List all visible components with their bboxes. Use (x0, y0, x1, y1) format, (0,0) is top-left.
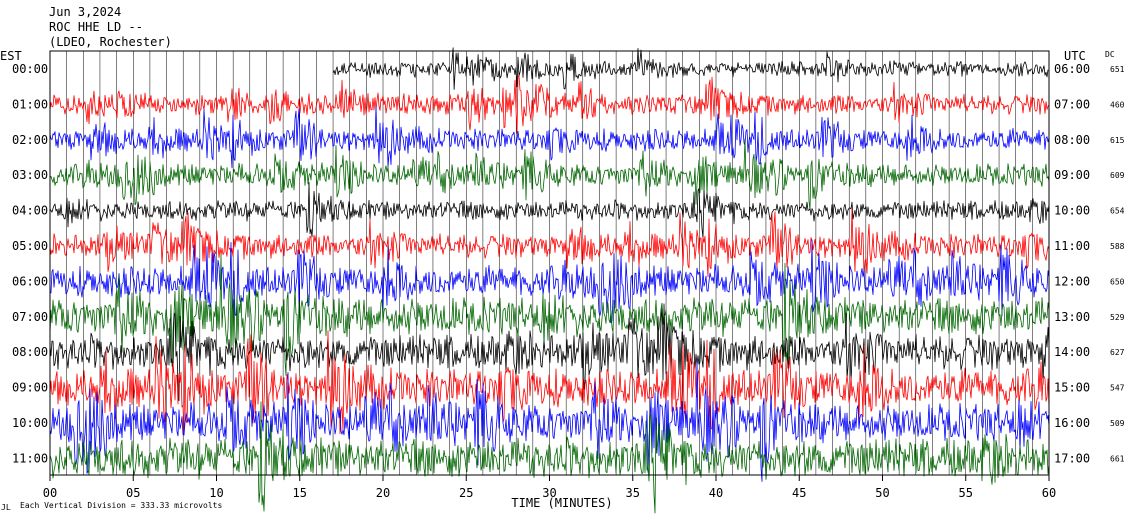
seismic-trace (49, 208, 1050, 278)
x-axis-label: TIME (MINUTES) (511, 496, 612, 510)
vertical-division-note: Each Vertical Division = 333.33 microvol… (20, 501, 222, 510)
est-hour-label: 09:00 (12, 381, 48, 395)
seismic-trace (49, 106, 1050, 169)
seismic-trace (49, 254, 1050, 376)
dc-offset-label: 654 (1110, 207, 1125, 216)
dc-offset-label: 627 (1110, 348, 1125, 357)
utc-hour-label: 17:00 (1054, 451, 1090, 465)
x-tick-label: 05 (126, 486, 140, 500)
utc-hour-label: 08:00 (1054, 133, 1090, 147)
utc-hour-label: 16:00 (1054, 416, 1090, 430)
est-hour-label: 11:00 (12, 451, 48, 465)
utc-hour-label: 11:00 (1054, 239, 1090, 253)
seismic-trace (49, 138, 1050, 211)
x-axis-ticks: 00 05 10 15 20 25 30 35 40 45 50 55 60 (43, 475, 1056, 500)
est-hour-label: 00:00 (12, 62, 48, 76)
seismic-trace (49, 75, 1050, 134)
dc-offset-label: 547 (1110, 384, 1125, 393)
est-hour-label: 03:00 (12, 168, 48, 182)
est-hour-label: 01:00 (12, 97, 48, 111)
footer-mark: JL (1, 503, 11, 512)
x-tick-label: 60 (1042, 486, 1056, 500)
seismic-trace (49, 330, 1050, 436)
seismic-traces (49, 47, 1050, 514)
dc-offset-label: 615 (1110, 136, 1125, 145)
utc-hour-label: 13:00 (1054, 310, 1090, 324)
utc-hour-label: 14:00 (1054, 345, 1090, 359)
x-tick-label: 25 (459, 486, 473, 500)
x-tick-label: 00 (43, 486, 57, 500)
x-tick-label: 30 (542, 486, 556, 500)
dc-header-label: DC (1105, 50, 1115, 59)
dc-offset-label: 509 (1110, 419, 1125, 428)
utc-hour-label: 07:00 (1054, 97, 1090, 111)
dc-offset-label: 651 (1110, 65, 1125, 74)
row-labels: 00:00 06:00 651 01:00 07:00 460 02:00 08:00 615 0… (12, 62, 1125, 465)
seismic-trace (332, 47, 1049, 90)
dc-offset-label: 460 (1110, 100, 1125, 109)
x-tick-label: 20 (376, 486, 390, 500)
est-hour-label: 04:00 (12, 204, 48, 218)
est-zone-label: EST (0, 49, 22, 63)
x-tick-label: 35 (626, 486, 640, 500)
x-tick-label: 45 (792, 486, 806, 500)
utc-hour-label: 15:00 (1054, 381, 1090, 395)
utc-hour-label: 06:00 (1054, 62, 1090, 76)
est-hour-label: 08:00 (12, 345, 48, 359)
est-hour-label: 02:00 (12, 133, 48, 147)
chart-station: ROC HHE LD -- (49, 20, 143, 34)
est-hour-label: 06:00 (12, 274, 48, 288)
chart-network: (LDEO, Rochester) (49, 35, 172, 49)
x-tick-label: 10 (209, 486, 223, 500)
seismic-trace (49, 239, 1050, 324)
dc-offset-label: 529 (1110, 313, 1125, 322)
x-tick-label: 55 (959, 486, 973, 500)
dc-offset-label: 650 (1110, 277, 1125, 286)
seismic-trace (49, 303, 1050, 402)
dc-offset-label: 609 (1110, 171, 1125, 180)
seismic-trace (49, 181, 1050, 239)
utc-hour-label: 12:00 (1054, 274, 1090, 288)
chart-date: Jun 3,2024 (49, 5, 121, 19)
dc-offset-label: 588 (1110, 242, 1125, 251)
dc-offset-label: 661 (1110, 454, 1125, 463)
est-hour-label: 05:00 (12, 239, 48, 253)
utc-zone-label: UTC (1064, 49, 1086, 63)
utc-hour-label: 10:00 (1054, 204, 1090, 218)
x-tick-label: 40 (709, 486, 723, 500)
x-tick-label: 15 (293, 486, 307, 500)
utc-hour-label: 09:00 (1054, 168, 1090, 182)
seismic-trace (49, 360, 1050, 482)
est-hour-label: 10:00 (12, 416, 48, 430)
seismic-trace (49, 401, 1050, 514)
est-hour-label: 07:00 (12, 310, 48, 324)
x-tick-label: 50 (875, 486, 889, 500)
